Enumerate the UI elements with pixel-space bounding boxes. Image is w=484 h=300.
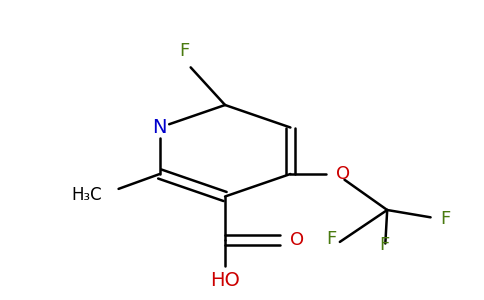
Text: F: F	[440, 210, 451, 228]
Text: O: O	[336, 165, 350, 183]
Text: HO: HO	[210, 271, 240, 290]
Text: F: F	[379, 236, 390, 253]
Text: H₃C: H₃C	[71, 186, 102, 204]
Text: O: O	[290, 231, 304, 249]
Text: F: F	[326, 230, 337, 247]
Text: N: N	[152, 118, 167, 137]
Text: F: F	[179, 42, 189, 60]
